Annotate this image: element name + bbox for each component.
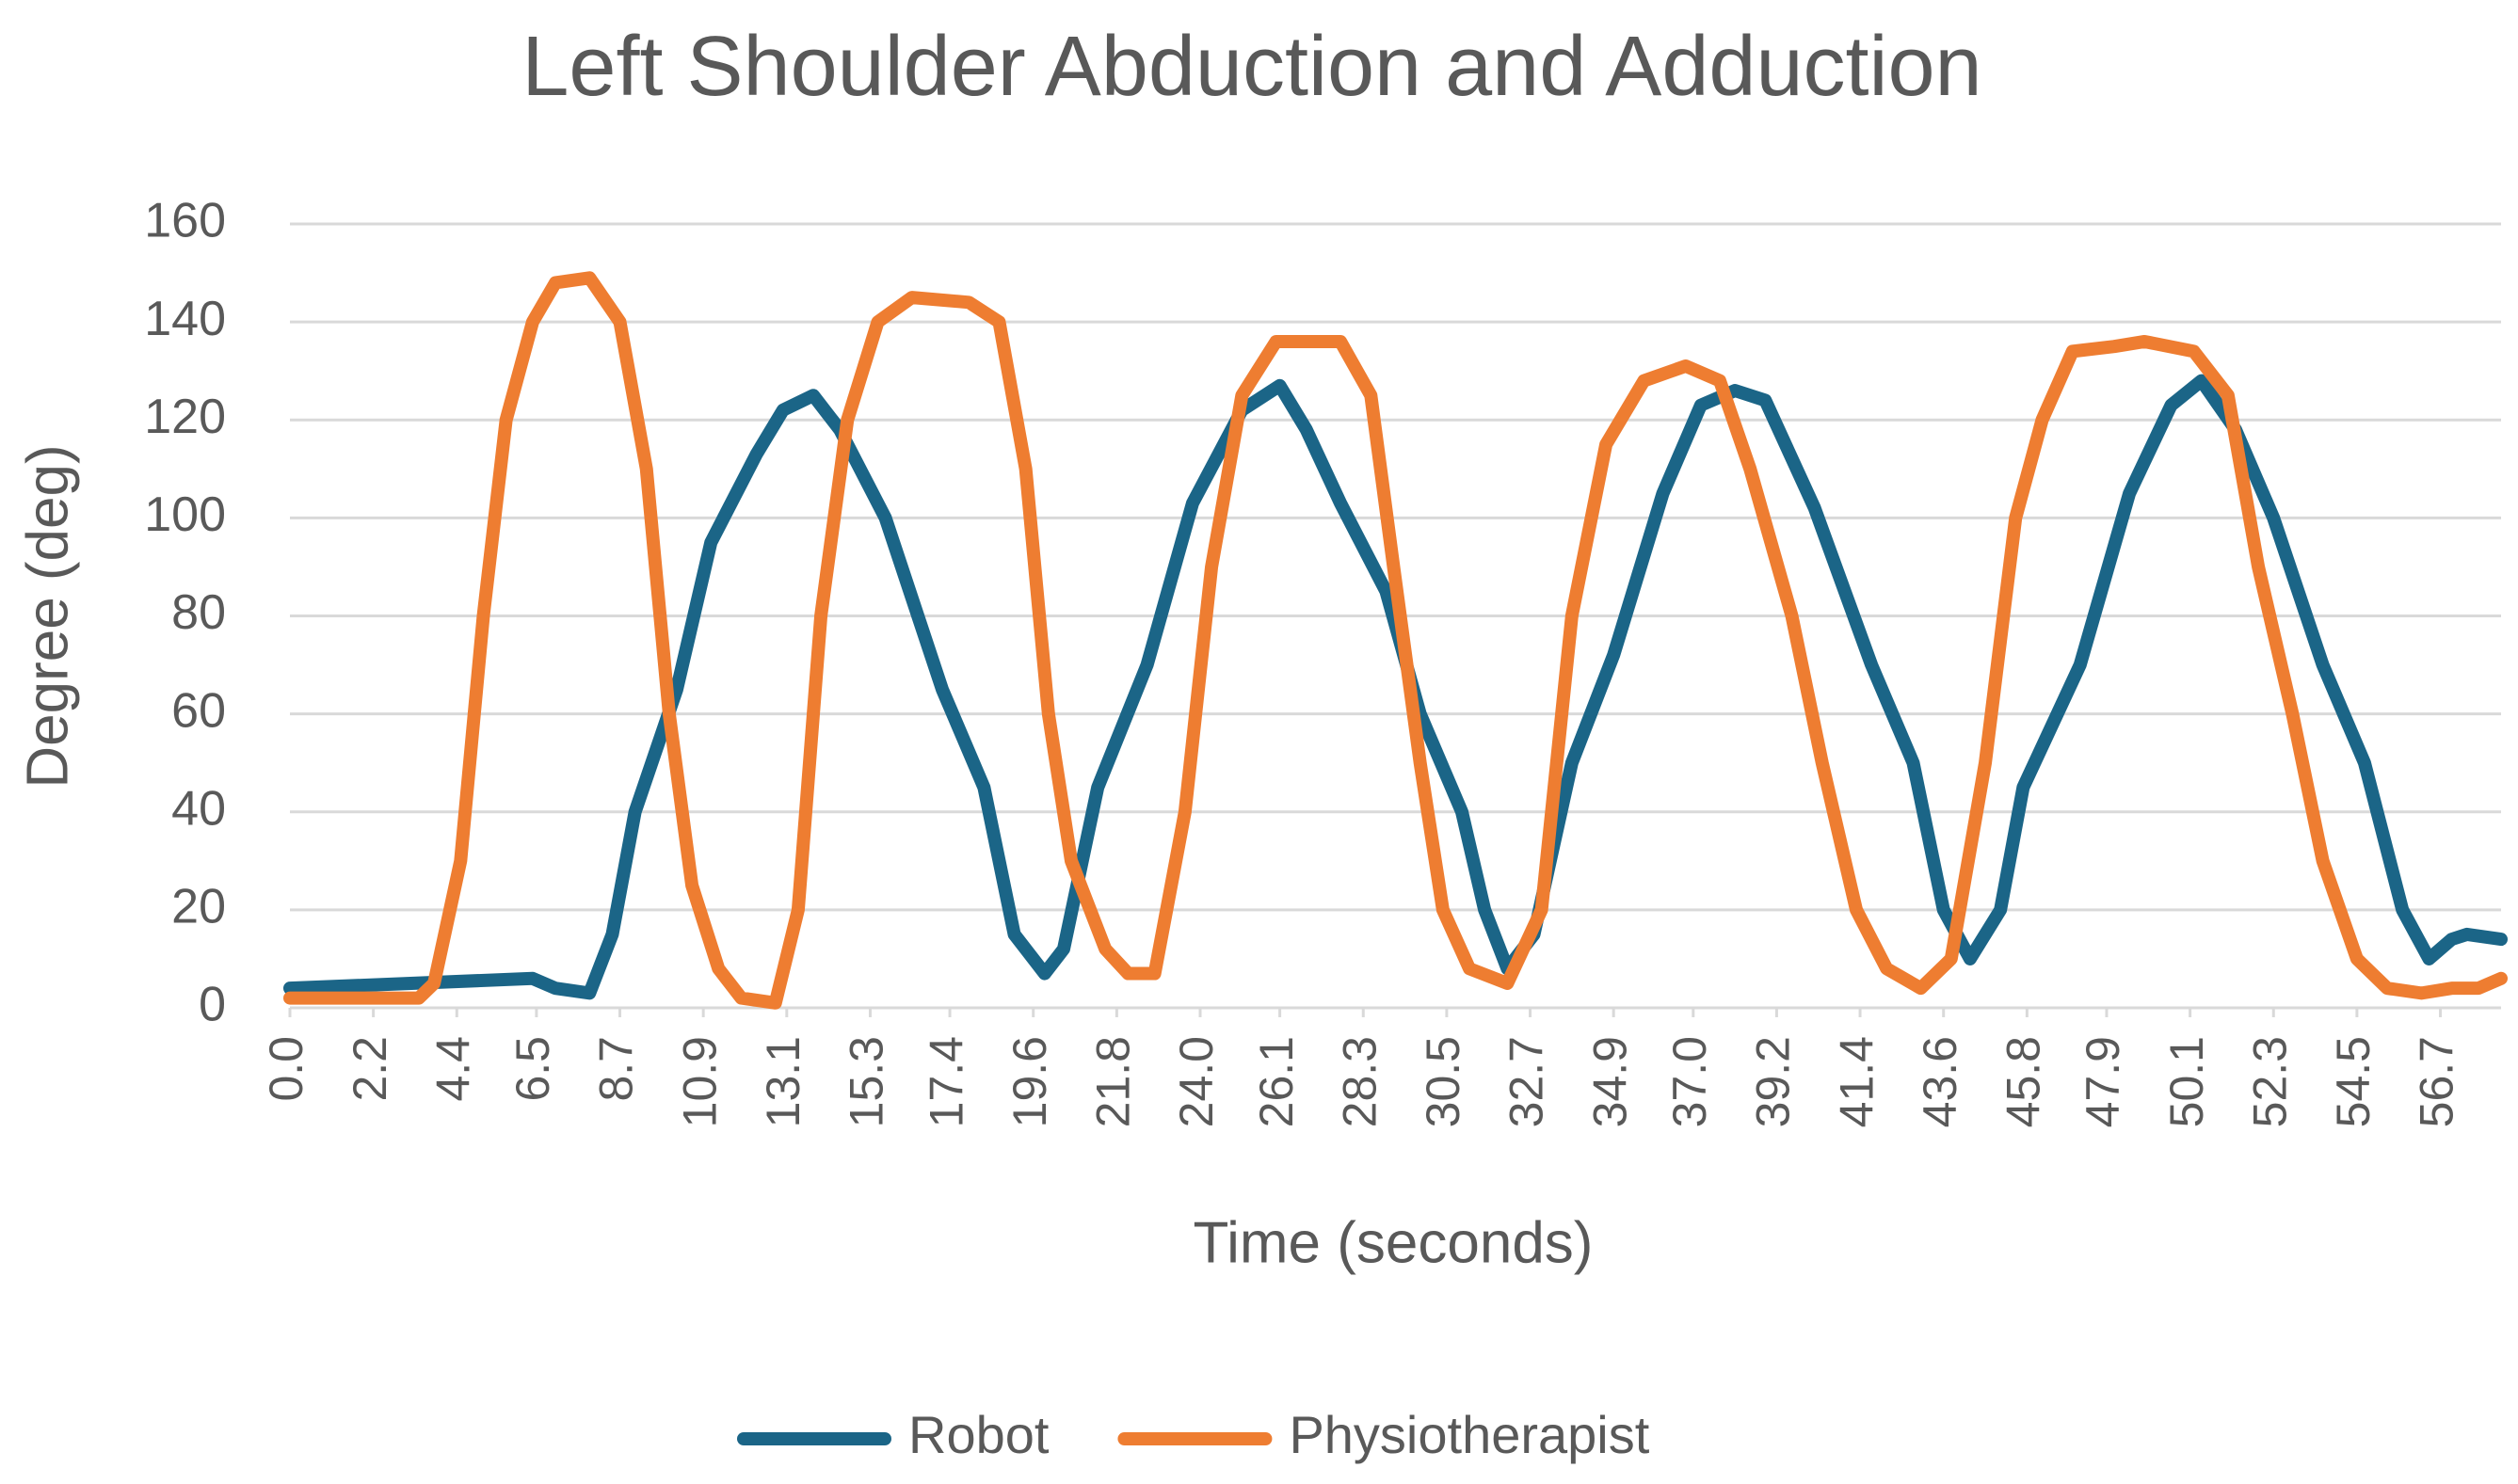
x-tick-label: 32.7 xyxy=(1500,1036,1553,1127)
x-tick-label: 4.4 xyxy=(426,1036,479,1102)
y-tick-label: 140 xyxy=(144,292,226,346)
x-tick-label: 17.4 xyxy=(920,1036,972,1127)
x-tick-label: 19.6 xyxy=(1003,1036,1056,1127)
x-tick-label: 43.6 xyxy=(1914,1036,1966,1127)
x-tick-label: 2.2 xyxy=(344,1036,396,1102)
x-tick-label: 37.0 xyxy=(1663,1036,1716,1127)
x-tick-label: 13.1 xyxy=(757,1036,810,1127)
chart-title: Left Shoulder Abduction and Adduction xyxy=(521,20,1981,114)
y-tick-label: 60 xyxy=(171,683,226,738)
x-tick-label: 45.8 xyxy=(1997,1036,2050,1127)
x-axis-title: Time (seconds) xyxy=(1194,1210,1594,1275)
x-tick-label: 6.5 xyxy=(506,1036,559,1102)
x-tick-label: 39.2 xyxy=(1747,1036,1800,1127)
data-line xyxy=(283,271,2508,1010)
x-tick-label: 21.8 xyxy=(1087,1036,1140,1127)
x-tick-label: 8.7 xyxy=(590,1036,643,1102)
legend-label: Robot xyxy=(908,1405,1050,1464)
y-tick-label: 100 xyxy=(144,487,226,542)
x-tick-label: 56.7 xyxy=(2411,1036,2463,1127)
x-tick-label: 26.1 xyxy=(1250,1036,1303,1127)
y-tick-label: 0 xyxy=(199,978,226,1032)
x-tick-label: 30.5 xyxy=(1417,1036,1469,1127)
x-tick-label: 10.9 xyxy=(673,1036,726,1127)
y-tick-label: 20 xyxy=(171,880,226,934)
data-line xyxy=(283,374,2508,1000)
x-tick-label: 28.3 xyxy=(1333,1036,1386,1127)
y-tick-label: 40 xyxy=(171,781,226,836)
x-tick-label: 52.3 xyxy=(2243,1036,2296,1127)
x-tick-label: 54.5 xyxy=(2327,1036,2380,1127)
x-tick-label: 34.9 xyxy=(1583,1036,1636,1127)
legend-label: Physiotherapist xyxy=(1289,1405,1649,1464)
x-tick-label: 41.4 xyxy=(1830,1036,1883,1127)
y-tick-label: 80 xyxy=(171,585,226,640)
y-axis-title: Degree (deg) xyxy=(15,444,80,788)
y-tick-label: 120 xyxy=(144,390,226,444)
x-tick-label: 50.1 xyxy=(2160,1036,2213,1127)
x-tick-label: 15.3 xyxy=(841,1036,893,1127)
x-tick-label: 0.0 xyxy=(260,1036,313,1102)
x-tick-label: 47.9 xyxy=(2077,1036,2129,1127)
x-tick-label: 24.0 xyxy=(1170,1036,1223,1127)
y-tick-label: 160 xyxy=(144,194,226,248)
